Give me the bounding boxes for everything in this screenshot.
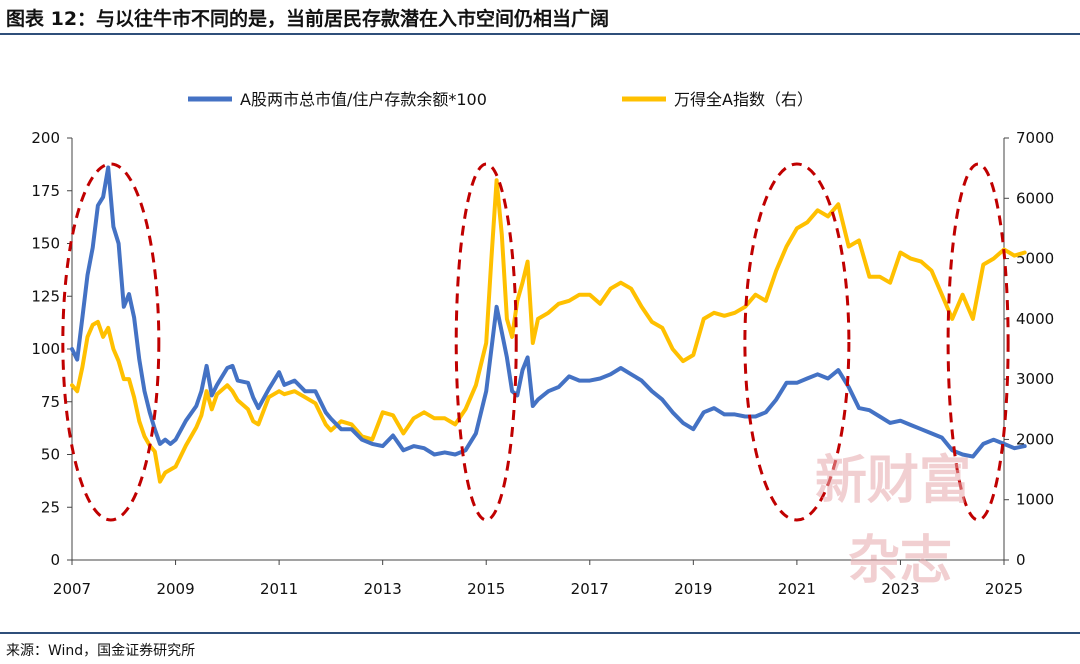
left-tick-label: 75 [41,393,60,411]
source-note: 来源：Wind，国金证券研究所 [6,643,196,659]
chart-title: 图表 12：与以往牛市不同的是，当前居民存款潜在入市空间仍相当广阔 [6,8,610,30]
left-tick-label: 175 [31,182,60,200]
right-tick-label: 2000 [1016,430,1054,448]
right-tick-label: 7000 [1016,129,1054,147]
x-tick-label: 2011 [260,580,298,598]
x-tick-label: 2017 [571,580,609,598]
right-tick-label: 0 [1016,551,1026,569]
legend-label-series2: 万得全A指数（右） [674,90,813,109]
legend: A股两市总市值/住户存款余额*100 万得全A指数（右） [188,90,813,109]
x-tick-label: 2023 [881,580,919,598]
right-tick-label: 3000 [1016,370,1054,388]
title-rule [0,33,1080,35]
highlight-ellipse [61,162,161,522]
x-tick-label: 2025 [985,580,1023,598]
series-lines [70,165,1027,484]
left-tick-label: 50 [41,446,60,464]
highlight-ellipse [743,162,851,522]
chart-canvas: A股两市总市值/住户存款余额*100 万得全A指数（右） 0 25 50 75 100 1… [31,90,1054,598]
left-tick-label: 200 [31,129,60,147]
right-tick-label: 6000 [1016,189,1054,207]
watermark: 新财富 杂志 [815,450,971,591]
x-tick-label: 2007 [53,580,91,598]
left-tick-label: 150 [31,235,60,253]
left-tick-label: 25 [41,498,60,516]
highlight-ellipse [946,162,1010,522]
x-tick-label: 2009 [156,580,194,598]
legend-label-series1: A股两市总市值/住户存款余额*100 [240,90,487,109]
right-tick-label: 4000 [1016,310,1054,328]
watermark-line2: 杂志 [848,530,952,591]
highlight-ellipses [61,162,1010,522]
left-tick-label: 0 [50,551,60,569]
x-tick-label: 2019 [674,580,712,598]
highlight-ellipse [454,162,518,522]
right-tick-label: 1000 [1016,491,1054,509]
series-line-market-cap-ratio [70,165,1027,459]
watermark-line1: 新财富 [815,450,971,511]
x-tick-label: 2015 [467,580,505,598]
series-line-wind-a-index [70,178,1027,484]
left-tick-label: 125 [31,287,60,305]
x-tick-label: 2013 [364,580,402,598]
left-tick-label: 100 [31,340,60,358]
footer-rule [0,632,1080,634]
x-tick-label: 2021 [778,580,816,598]
axes: 0255075100125150175200010002000300040005… [31,129,1054,598]
